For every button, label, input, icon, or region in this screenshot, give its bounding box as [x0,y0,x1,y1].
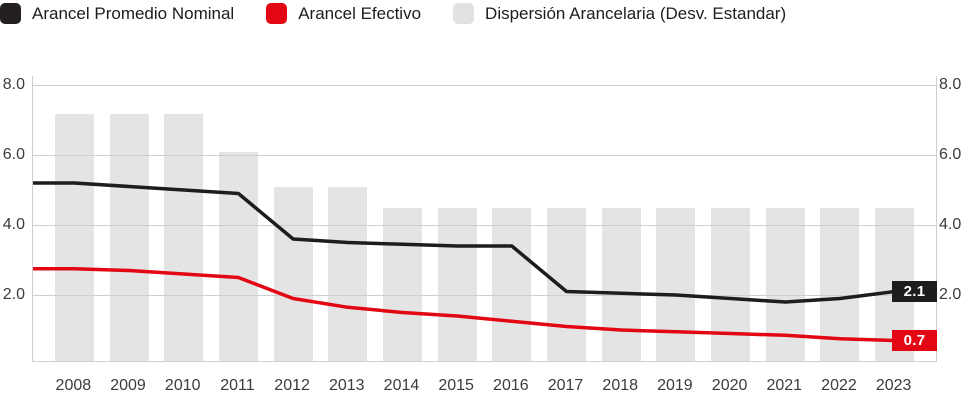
y-tick-left-6.0: 6.0 [2,146,25,163]
x-tick-2013: 2013 [328,377,365,394]
legend-item-nominal: Arancel Promedio Nominal [0,3,234,24]
bar-2016 [492,208,532,361]
y-tick-left-2.0: 2.0 [2,286,25,303]
x-tick-2012: 2012 [274,377,310,394]
bar-2009 [109,113,149,361]
bar-2013 [328,187,368,361]
bar-2012 [273,187,313,361]
x-tick-2020: 2020 [711,377,748,394]
legend-item-dispersion: Dispersión Arancelaria (Desv. Estandar) [453,3,786,24]
legend-label-nominal: Arancel Promedio Nominal [32,3,235,23]
bar-2010 [164,113,204,361]
legend-swatch-dispersion [453,3,475,24]
bar-2014 [382,208,422,361]
y-tick-left-8.0: 8.0 [2,76,25,93]
bar-2011 [218,152,258,361]
legend-item-efectivo: Arancel Efectivo [266,3,421,24]
x-tick-2009: 2009 [110,377,146,394]
bar-2018 [601,208,641,361]
x-tick-2019: 2019 [657,377,693,394]
y-tick-right-2.0: 2.0 [939,286,962,303]
x-tick-2017: 2017 [547,377,584,394]
x-tick-2015: 2015 [438,377,474,394]
y-tick-right-8.0: 8.0 [939,76,962,93]
x-tick-2022: 2022 [821,377,857,394]
y-tick-left-4.0: 4.0 [2,216,25,233]
plot-area: 2.1 0.7 [32,76,937,362]
y-tick-right-6.0: 6.0 [939,146,962,163]
x-tick-2010: 2010 [164,377,201,394]
x-tick-2023: 2023 [875,377,912,394]
bar-2017 [547,208,587,361]
legend-swatch-efectivo [266,3,288,24]
gridline-2 [33,295,936,296]
gridline-6 [33,155,936,156]
line-nominal [33,181,936,304]
gridline-8 [33,85,936,86]
legend-label-efectivo: Arancel Efectivo [298,3,422,23]
bar-2019 [656,208,696,361]
gridline-4 [33,225,936,226]
x-tick-2014: 2014 [383,377,420,394]
bar-2015 [437,208,477,361]
x-tick-2016: 2016 [493,377,529,394]
line-efectivo [33,267,936,343]
legend-label-dispersion: Dispersión Arancelaria (Desv. Estandar) [485,3,787,23]
x-tick-2008: 2008 [55,377,92,394]
legend-swatch-nominal [0,3,21,24]
line-end-label-efectivo: 0.7 [892,330,937,351]
lines-layer [33,181,936,343]
y-tick-right-4.0: 4.0 [939,216,962,233]
x-tick-2021: 2021 [766,377,803,394]
bar-2008 [54,113,94,361]
legend: Arancel Promedio Nominal Arancel Efectivo… [0,3,786,24]
x-tick-2018: 2018 [602,377,639,394]
line-end-label-nominal: 2.1 [892,281,937,302]
bar-2022 [820,208,860,361]
x-tick-2011: 2011 [220,377,255,394]
